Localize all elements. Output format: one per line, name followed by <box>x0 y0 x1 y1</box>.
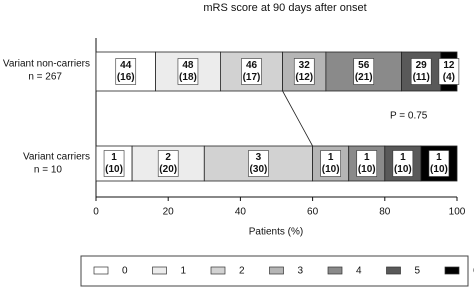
legend-label: 4 <box>356 266 362 277</box>
category-note: n = 267 <box>28 72 62 83</box>
p-value: P = 0.75 <box>390 111 428 122</box>
x-tick-label: 60 <box>307 207 319 218</box>
value-count: 44 <box>120 60 132 71</box>
value-count: 48 <box>182 60 194 71</box>
x-tick-label: 80 <box>379 207 391 218</box>
value-count: 12 <box>443 60 455 71</box>
value-label-box <box>438 58 460 85</box>
chart-title: mRS score at 90 days after onset <box>203 2 366 14</box>
legend-box <box>80 255 469 287</box>
legend-label: 2 <box>239 266 245 277</box>
category-note: n = 10 <box>34 165 63 176</box>
value-count: 46 <box>246 60 258 71</box>
value-count: 29 <box>416 60 428 71</box>
value-count: 1 <box>364 152 370 163</box>
legend-swatch <box>269 266 284 275</box>
legend-label: 0 <box>122 266 128 277</box>
value-label: (10) <box>358 164 376 175</box>
value-label: (17) <box>243 72 261 83</box>
value-label: (10) <box>394 164 412 175</box>
value-count: 1 <box>328 152 334 163</box>
x-tick-label: 100 <box>449 207 466 218</box>
value-label: (12) <box>295 72 313 83</box>
value-label-box <box>353 58 375 85</box>
value-label-box <box>320 150 341 177</box>
value-label: (11) <box>413 72 430 83</box>
value-label: (18) <box>179 72 197 83</box>
value-label: (10) <box>322 164 340 175</box>
value-label-box <box>157 150 179 177</box>
legend-swatch <box>327 266 343 275</box>
legend-swatch <box>386 266 401 275</box>
value-count: 32 <box>299 60 311 71</box>
x-axis-label: Patients (%) <box>249 227 303 238</box>
value-label-box <box>103 150 125 177</box>
legend-label: 3 <box>298 266 304 277</box>
legend-swatch <box>444 266 460 275</box>
value-count: 2 <box>165 152 171 163</box>
value-label-box <box>241 58 262 85</box>
value-label-box <box>293 58 315 85</box>
legend-swatch <box>93 266 109 275</box>
value-count: 56 <box>358 60 370 71</box>
value-label: (10) <box>105 164 123 175</box>
value-label-box <box>410 58 432 85</box>
value-label-box <box>115 58 137 85</box>
value-label-box <box>177 58 199 85</box>
category-label: Variant non-carriers <box>3 59 90 70</box>
value-label-box <box>428 150 450 177</box>
value-count: 1 <box>400 152 406 163</box>
value-count: 3 <box>256 152 262 163</box>
x-tick-label: 40 <box>235 207 247 218</box>
legend-label: 5 <box>415 266 421 277</box>
legend-swatch <box>210 266 226 275</box>
legend-swatch <box>152 266 167 275</box>
value-count: 1 <box>111 152 117 163</box>
legend-label: 1 <box>181 266 187 277</box>
value-label: (4) <box>443 72 455 83</box>
category-label: Variant carriers <box>23 152 90 163</box>
value-label-box <box>392 150 414 177</box>
value-label-box <box>356 150 378 177</box>
value-label-box <box>248 150 269 177</box>
value-label: (20) <box>159 164 177 175</box>
value-count: 1 <box>436 152 442 163</box>
value-label: (16) <box>117 72 135 83</box>
value-label: (21) <box>355 72 373 83</box>
value-label: (10) <box>430 164 448 175</box>
connector <box>282 90 313 147</box>
x-tick-label: 20 <box>163 207 175 218</box>
x-tick-label: 0 <box>93 207 99 218</box>
value-label: (30) <box>250 164 268 175</box>
